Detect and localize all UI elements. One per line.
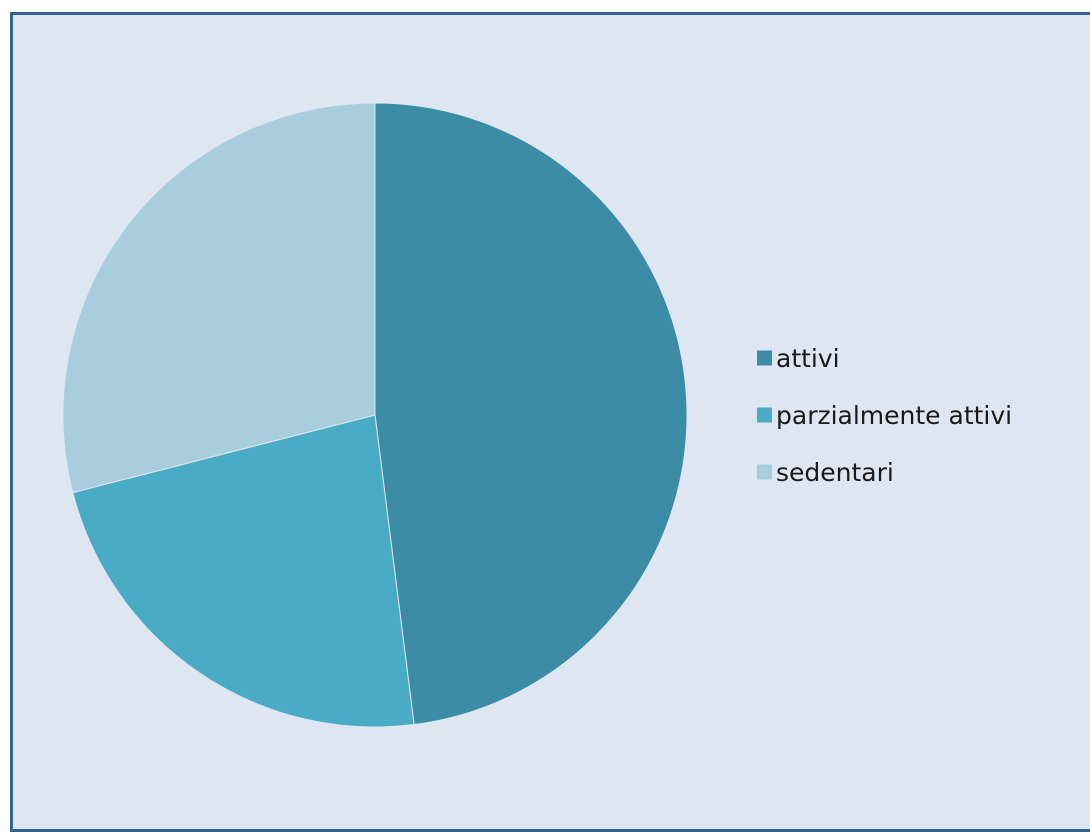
legend-label: parzialmente attivi — [776, 401, 1012, 430]
pie-slice-attivi — [374, 102, 688, 726]
legend-item: parzialmente attivi — [757, 401, 1012, 430]
legend-swatch — [757, 407, 772, 423]
pie-slice-sedentari — [62, 102, 376, 494]
legend: attivi parzialmente attivi sedentari — [757, 344, 1012, 487]
legend-item: sedentari — [757, 458, 894, 487]
legend-label: sedentari — [776, 458, 894, 487]
legend-swatch — [757, 464, 772, 480]
pie-slices — [62, 102, 688, 728]
legend-item: attivi — [757, 344, 840, 373]
legend-swatch — [757, 350, 772, 366]
pie-slice-parzialmente-attivi — [72, 414, 415, 728]
legend-label: attivi — [776, 344, 840, 373]
